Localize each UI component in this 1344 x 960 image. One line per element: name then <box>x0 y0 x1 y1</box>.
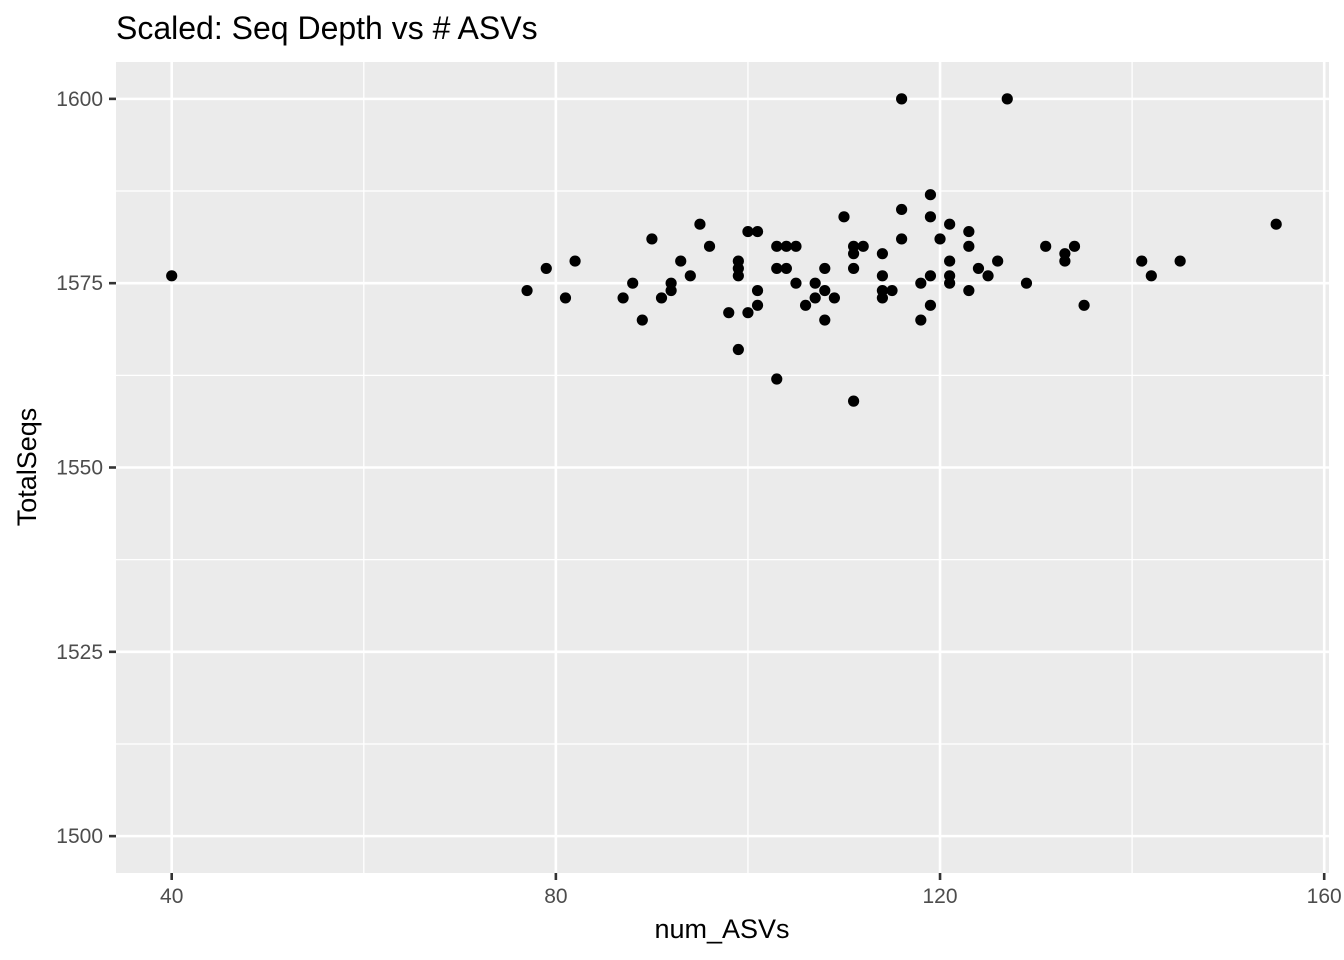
data-point <box>819 262 831 275</box>
data-point <box>1068 240 1081 252</box>
major-gridlines <box>116 62 1329 873</box>
data-point <box>1078 299 1090 311</box>
data-point <box>924 189 937 201</box>
data-point <box>924 211 937 223</box>
data-point <box>732 270 744 282</box>
data-point <box>847 395 860 407</box>
y-tick-label: 1600 <box>56 88 103 111</box>
data-point <box>540 262 552 275</box>
data-point <box>1040 240 1052 252</box>
data-point <box>166 270 178 282</box>
data-point <box>924 270 937 282</box>
data-point <box>521 284 533 297</box>
y-axis-title: TotalSeqs <box>12 408 42 527</box>
data-point <box>559 292 572 304</box>
data-point <box>780 262 792 275</box>
data-point <box>694 218 706 230</box>
data-point <box>646 233 658 245</box>
data-point <box>838 211 850 223</box>
data-point <box>617 292 629 304</box>
data-point <box>771 262 783 275</box>
data-point <box>847 262 860 275</box>
y-tick-label: 1500 <box>56 825 103 848</box>
data-point <box>934 233 946 245</box>
data-point <box>944 218 956 230</box>
data-point <box>723 307 735 319</box>
data-point <box>790 240 802 252</box>
data-point <box>1020 277 1033 289</box>
data-point <box>819 314 831 326</box>
data-point <box>742 225 754 238</box>
data-point <box>828 292 840 304</box>
data-point <box>896 203 908 216</box>
data-point <box>972 262 985 275</box>
data-point <box>1001 93 1013 105</box>
data-point <box>751 225 764 238</box>
data-point <box>924 299 937 311</box>
chart-title: Scaled: Seq Depth vs # ASVs <box>116 10 538 46</box>
data-point <box>1145 270 1157 282</box>
data-point <box>665 284 677 297</box>
data-point <box>675 255 687 267</box>
axis-ticks <box>109 97 1326 880</box>
y-tick-label: 1550 <box>56 457 103 480</box>
data-point <box>915 314 927 326</box>
data-point <box>751 299 764 311</box>
data-point <box>857 240 869 252</box>
data-point <box>809 292 821 304</box>
x-axis-title: num_ASVs <box>654 914 789 944</box>
data-point <box>569 255 581 267</box>
data-point <box>771 240 783 252</box>
data-point <box>751 284 764 297</box>
data-point <box>1174 255 1186 267</box>
data-point <box>790 277 802 289</box>
x-tick-label: 160 <box>1307 885 1342 908</box>
data-point <box>627 277 639 289</box>
data-point <box>809 277 821 289</box>
data-point <box>1136 255 1148 267</box>
data-point <box>732 343 744 356</box>
data-point <box>780 240 792 252</box>
data-point <box>963 225 975 238</box>
data-point <box>636 314 648 326</box>
data-point <box>963 240 975 252</box>
data-point <box>992 255 1004 267</box>
data-point <box>915 277 927 289</box>
data-point <box>1059 255 1071 267</box>
data-point <box>703 240 716 252</box>
data-point <box>963 284 975 297</box>
data-point <box>1270 218 1282 230</box>
axis-tick-labels: 40 80 120 160 1500 1525 1550 1575 1600 <box>56 88 1341 908</box>
data-point <box>847 248 860 260</box>
data-point <box>876 248 889 260</box>
data-point <box>896 93 908 105</box>
x-tick-label: 80 <box>544 885 567 908</box>
data-point <box>876 270 889 282</box>
data-point <box>944 277 956 289</box>
data-point <box>876 292 889 304</box>
y-tick-label: 1575 <box>56 272 103 295</box>
data-point <box>655 292 668 304</box>
data-points <box>166 93 1282 407</box>
data-point <box>896 233 908 245</box>
y-tick-label: 1525 <box>56 641 103 664</box>
x-tick-label: 40 <box>160 885 183 908</box>
data-point <box>684 270 696 282</box>
data-point <box>799 299 812 311</box>
data-point <box>944 255 956 267</box>
data-point <box>982 270 994 282</box>
x-tick-label: 120 <box>923 885 958 908</box>
data-point <box>771 373 783 385</box>
data-point <box>819 284 831 297</box>
data-point <box>886 284 898 297</box>
data-point <box>742 307 754 319</box>
